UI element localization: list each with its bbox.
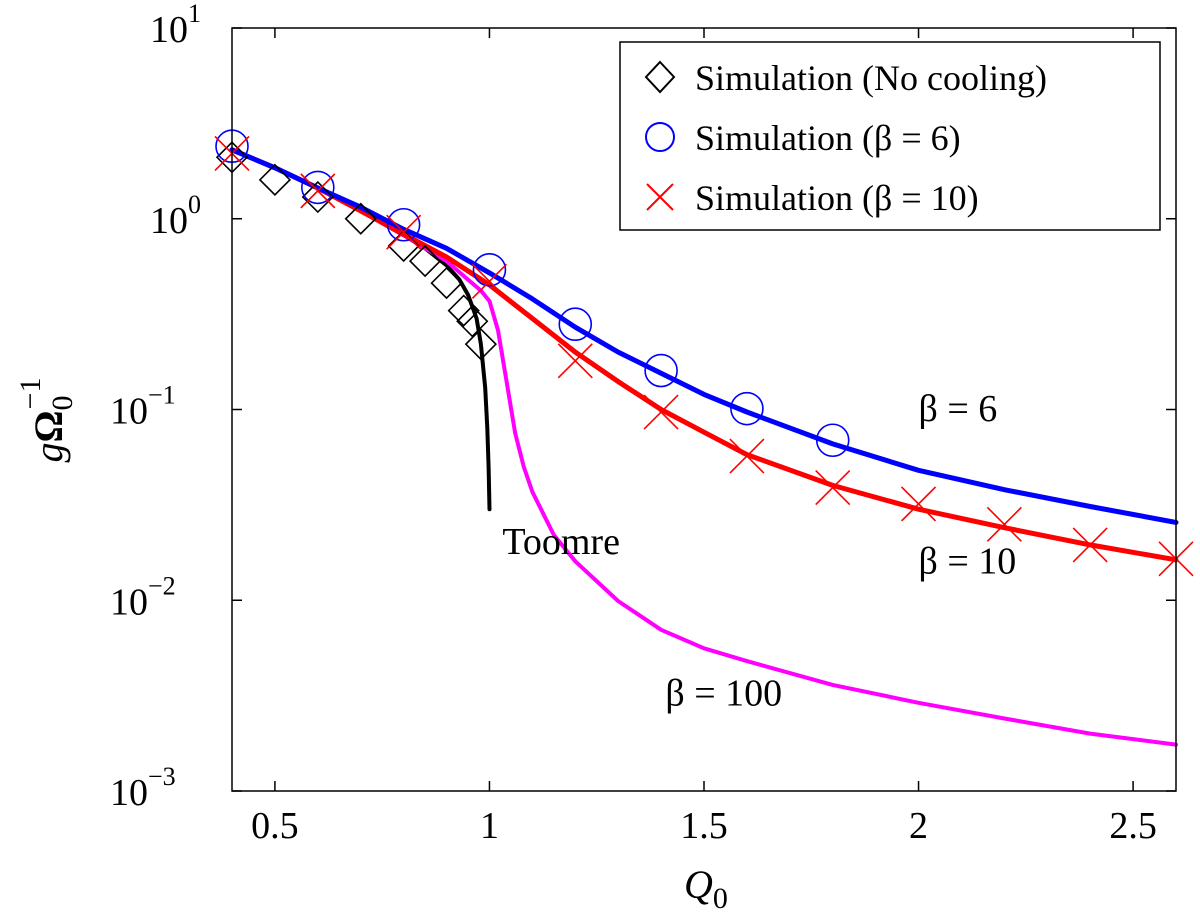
data-point-diamond <box>408 244 442 278</box>
data-point-circle <box>558 307 593 342</box>
data-point-diamond <box>344 202 377 235</box>
data-point-cross <box>1072 527 1108 563</box>
data-point-circle <box>815 423 850 458</box>
legend: Simulation (No cooling) Simulation (β = … <box>619 41 1161 231</box>
annotations: Toomre β = 6 β = 10 β = 100 <box>502 388 1016 715</box>
legend-label-beta-6: Simulation (β = 6) <box>695 118 961 158</box>
x-tick-label: 1 <box>480 805 499 847</box>
data-point-cross <box>900 486 937 522</box>
data-point-circle <box>730 391 764 426</box>
data-point-diamond <box>464 328 498 361</box>
data-point-diamond <box>447 294 480 327</box>
legend-label-beta-10: Simulation (β = 10) <box>695 178 979 218</box>
data-point-cross <box>471 263 508 299</box>
legend-circle-marker <box>645 122 675 152</box>
x-tick-label: 0.5 <box>251 805 299 847</box>
y-tick-label: 10−1 <box>110 381 176 433</box>
y-tick-label: 101 <box>150 0 201 51</box>
series-line--10 <box>229 147 1179 563</box>
annotation-beta-6: β = 6 <box>919 388 998 430</box>
data-point-circle <box>644 353 678 388</box>
y-tick-label: 10−3 <box>110 762 176 814</box>
legend-box <box>619 41 1161 231</box>
data-point-circle <box>301 170 335 205</box>
data-point-diamond <box>258 163 292 196</box>
legend-label-no-cooling: Simulation (No cooling) <box>695 58 1047 98</box>
data-point-circle <box>386 207 421 242</box>
data-point-cross <box>300 173 336 209</box>
y-tick-label: 10−2 <box>110 571 176 623</box>
data-point-cross <box>986 506 1022 542</box>
data-point-cross <box>815 469 851 506</box>
data-point-diamond <box>430 266 463 300</box>
x-tick-label: 2.5 <box>1109 805 1157 847</box>
y-axis-title: gΩ0−1 <box>14 378 79 463</box>
data-point-cross <box>386 214 422 250</box>
data-point-diamond <box>301 180 334 214</box>
legend-diamond-marker <box>644 60 676 94</box>
data-point-diamond <box>456 305 489 338</box>
annotation-beta-100: β = 100 <box>665 673 782 715</box>
data-point-cross <box>643 394 679 430</box>
x-axis-title: Q0 <box>684 862 728 915</box>
x-tick-label: 1.5 <box>680 805 728 847</box>
x-tick-labels: 0.5 1 1.5 2 2.5 <box>251 805 1157 847</box>
data-point-cross <box>557 343 593 379</box>
plot-frame <box>231 27 1177 792</box>
annotation-beta-10: β = 10 <box>919 541 1017 583</box>
y-tick-label: 100 <box>150 190 201 242</box>
data-point-diamond <box>387 229 420 263</box>
annotation-toomre: Toomre <box>502 521 620 563</box>
series-line--6 <box>229 147 1179 525</box>
legend-cross-marker <box>646 183 674 211</box>
data-point-cross <box>729 438 765 474</box>
data-point-circle <box>472 252 507 287</box>
y-tick-labels: 101 100 10−1 10−2 10−3 <box>110 0 201 814</box>
x-tick-label: 2 <box>909 805 928 847</box>
